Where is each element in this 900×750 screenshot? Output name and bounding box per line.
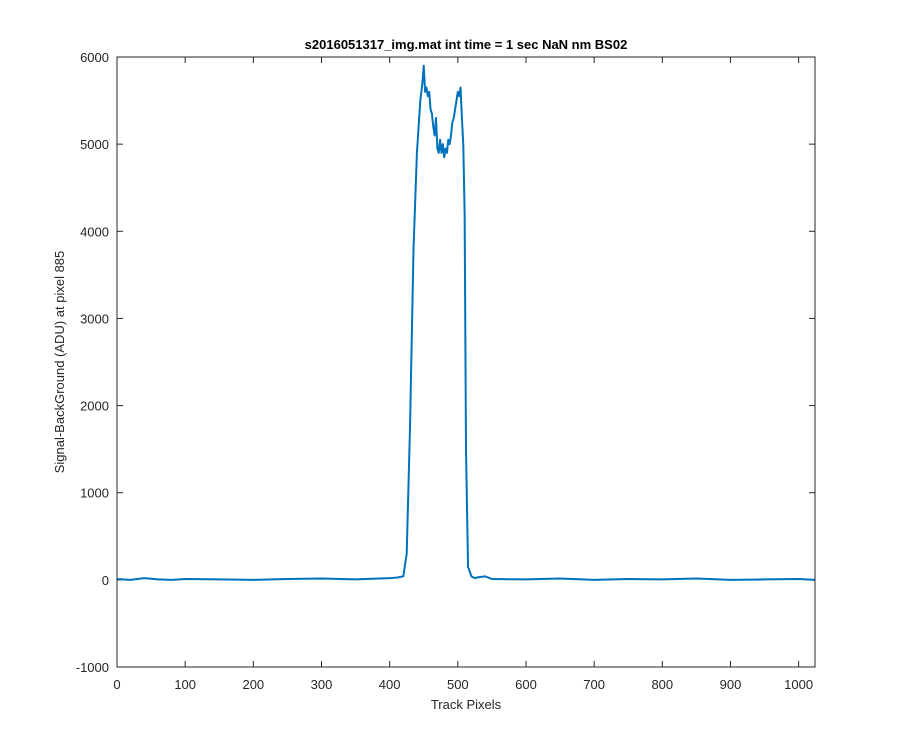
y-tick-label: 6000 [80,50,109,65]
x-axis-label: Track Pixels [431,697,502,712]
y-tick-label: 4000 [80,224,109,239]
x-axis-ticks: 0 100 200 300 400 500 600 700 800 900 1000 [113,57,813,692]
x-tick-label: 500 [447,677,469,692]
chart-title: s2016051317_img.mat int time = 1 sec NaN… [305,37,628,52]
y-tick-label: 5000 [80,137,109,152]
x-tick-label: 600 [515,677,537,692]
y-tick-label: 3000 [80,311,109,326]
x-tick-label: 800 [651,677,673,692]
x-tick-label: 900 [720,677,742,692]
y-tick-label: 0 [102,573,109,588]
x-tick-label: 1000 [784,677,813,692]
y-tick-label: -1000 [76,660,109,675]
x-tick-label: 200 [242,677,264,692]
y-tick-label: 2000 [80,399,109,414]
plot-frame [116,56,816,668]
data-line-series [116,64,816,581]
x-tick-label: 700 [583,677,605,692]
y-axis-ticks: -1000 0 1000 2000 3000 4000 5000 6000 [76,50,815,675]
x-tick-label: 100 [174,677,196,692]
x-tick-label: 400 [379,677,401,692]
y-tick-label: 1000 [80,486,109,501]
y-axis-label: Signal-BackGround (ADU) at pixel 885 [52,251,67,474]
x-tick-label: 300 [311,677,333,692]
x-tick-label: 0 [113,677,120,692]
